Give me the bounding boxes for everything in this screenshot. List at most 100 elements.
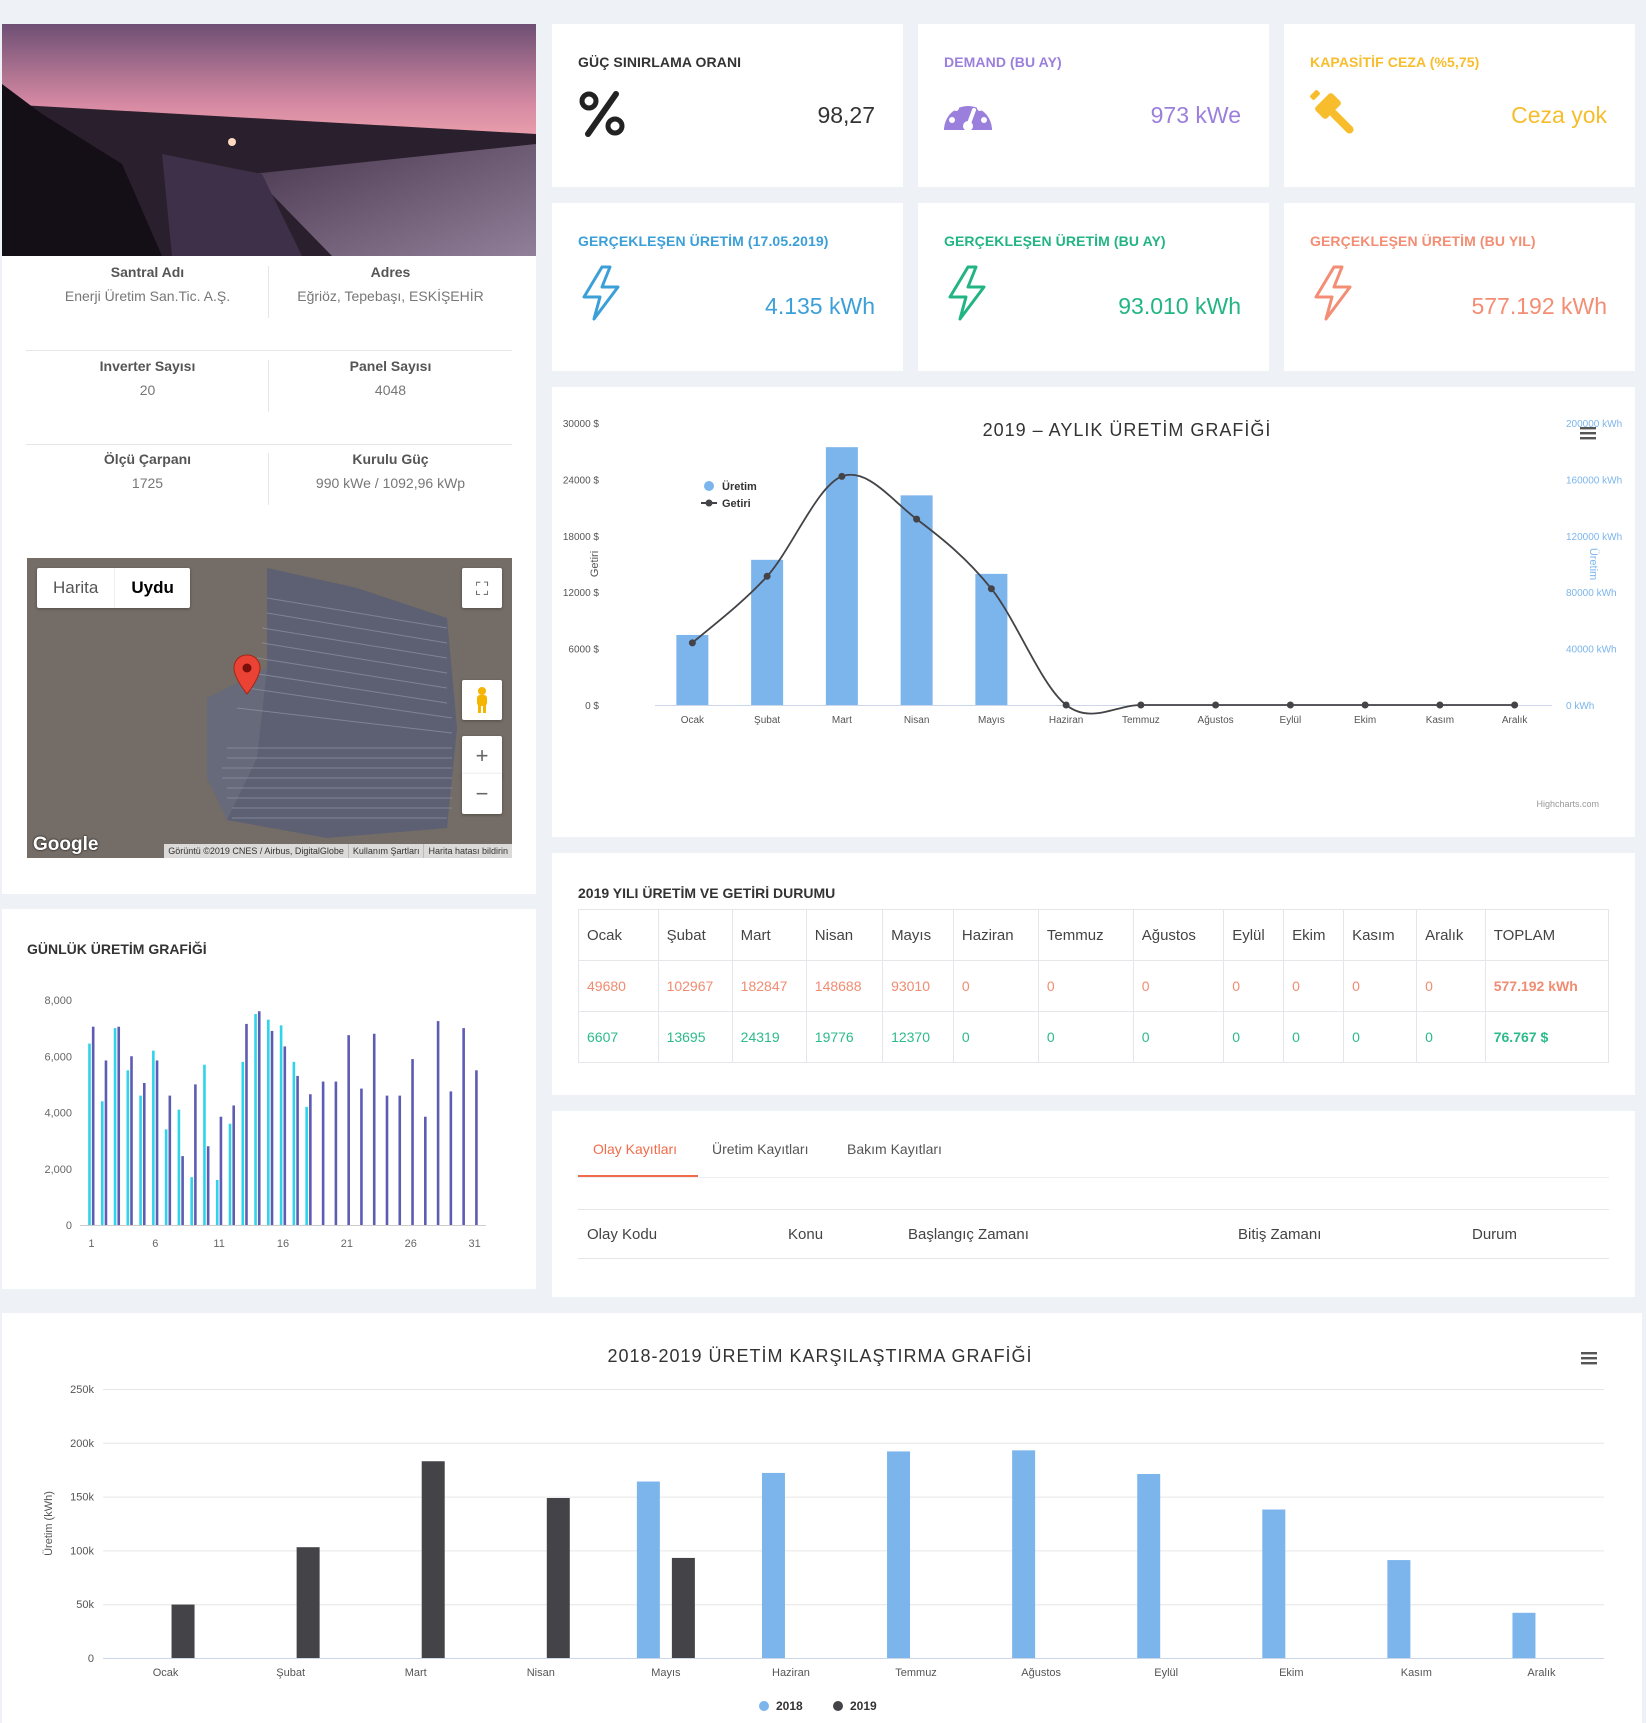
bar-2018[interactable] <box>887 1451 911 1658</box>
monthly-chart-credit[interactable]: Highcharts.com <box>1536 799 1599 809</box>
street-view-button[interactable] <box>462 680 502 720</box>
comparison-chart-title: 2018-2019 ÜRETİM KARŞILAŞTIRMA GRAFİĞİ <box>607 1345 1032 1366</box>
point-getiri[interactable] <box>913 515 921 523</box>
bar-2018[interactable] <box>1262 1509 1286 1658</box>
map-marker-icon[interactable] <box>233 654 261 696</box>
hamburger-icon[interactable] <box>1581 1352 1597 1365</box>
bar-daily-secondary[interactable] <box>219 1116 223 1225</box>
bar-uretim[interactable] <box>825 447 858 705</box>
point-getiri[interactable] <box>1436 701 1444 709</box>
bar-daily-secondary[interactable] <box>347 1035 350 1225</box>
bar-daily-secondary[interactable] <box>296 1075 299 1225</box>
bar-daily-secondary[interactable] <box>283 1046 287 1225</box>
bar-daily-primary[interactable] <box>126 1070 130 1225</box>
bar-daily-primary[interactable] <box>241 1061 245 1225</box>
bar-daily-secondary[interactable] <box>91 1026 95 1225</box>
zoom-in-button[interactable]: + <box>462 736 502 776</box>
bar-daily-secondary[interactable] <box>436 1021 440 1225</box>
bar-daily-secondary[interactable] <box>142 1082 146 1225</box>
point-getiri[interactable] <box>1062 701 1070 709</box>
bar-2019[interactable] <box>421 1461 445 1658</box>
bar-daily-secondary[interactable] <box>321 1081 325 1225</box>
bar-2019[interactable] <box>671 1557 695 1658</box>
bar-2018[interactable] <box>1012 1450 1036 1658</box>
bar-2018[interactable] <box>1512 1612 1536 1658</box>
bar-uretim[interactable] <box>676 634 709 705</box>
bar-2019[interactable] <box>171 1604 195 1658</box>
legend-uretim[interactable]: Üretim <box>722 480 757 493</box>
bar-daily-secondary[interactable] <box>385 1095 389 1225</box>
tab-production-logs[interactable]: Üretim Kayıtları <box>712 1141 809 1157</box>
bar-daily-primary[interactable] <box>228 1123 232 1225</box>
bar-daily-primary[interactable] <box>267 1019 270 1225</box>
point-getiri[interactable] <box>987 585 995 593</box>
bar-uretim[interactable] <box>975 573 1008 705</box>
point-getiri[interactable] <box>1286 701 1294 709</box>
legend-2018[interactable]: 2018 <box>776 1699 803 1713</box>
bar-daily-secondary[interactable] <box>232 1105 236 1225</box>
bar-daily-secondary[interactable] <box>181 1156 184 1225</box>
tab-maintenance-logs[interactable]: Bakım Kayıtları <box>847 1141 942 1157</box>
bar-daily-secondary[interactable] <box>130 1056 133 1225</box>
bar-daily-primary[interactable] <box>279 1025 283 1225</box>
bar-daily-primary[interactable] <box>254 1014 257 1225</box>
bar-daily-secondary[interactable] <box>257 1011 261 1225</box>
bar-daily-secondary[interactable] <box>449 1091 453 1225</box>
bar-daily-primary[interactable] <box>88 1043 91 1225</box>
bar-daily-secondary[interactable] <box>104 1060 108 1225</box>
map-type-map-button[interactable]: Harita <box>53 578 99 597</box>
bar-daily-secondary[interactable] <box>360 1088 363 1225</box>
bar-daily-secondary[interactable] <box>155 1060 159 1225</box>
tab-event-logs[interactable]: Olay Kayıtları <box>593 1141 678 1157</box>
point-getiri[interactable] <box>763 572 771 580</box>
bar-daily-primary[interactable] <box>292 1061 296 1225</box>
bar-daily-secondary[interactable] <box>270 1030 274 1225</box>
bar-daily-primary[interactable] <box>177 1109 181 1225</box>
bar-2019[interactable] <box>546 1498 570 1658</box>
bar-daily-secondary[interactable] <box>398 1095 402 1225</box>
hamburger-icon[interactable] <box>1580 427 1596 440</box>
bar-2019[interactable] <box>296 1547 320 1658</box>
bar-daily-primary[interactable] <box>100 1101 104 1225</box>
bar-daily-secondary[interactable] <box>411 1059 414 1225</box>
bar-2018[interactable] <box>1387 1560 1411 1658</box>
bar-daily-secondary[interactable] <box>245 1023 248 1225</box>
point-getiri[interactable] <box>1137 701 1145 709</box>
point-getiri[interactable] <box>838 472 846 480</box>
bar-daily-secondary[interactable] <box>117 1026 121 1225</box>
bar-daily-primary[interactable] <box>305 1106 308 1225</box>
bar-2018[interactable] <box>636 1481 660 1658</box>
bar-daily-primary[interactable] <box>190 1177 193 1225</box>
report-error-link[interactable]: Harita hatası bildirin <box>423 844 512 858</box>
bar-daily-secondary[interactable] <box>424 1116 427 1225</box>
terms-link[interactable]: Kullanım Şartları <box>347 844 424 858</box>
bar-daily-primary[interactable] <box>203 1064 206 1225</box>
point-getiri[interactable] <box>1511 701 1519 709</box>
bar-2018[interactable] <box>1137 1474 1161 1658</box>
zoom-out-button[interactable]: − <box>462 774 502 814</box>
legend-getiri[interactable]: Getiri <box>722 498 751 510</box>
point-getiri[interactable] <box>1361 701 1369 709</box>
bar-daily-primary[interactable] <box>139 1095 142 1225</box>
map[interactable]: Harita Uydu ⛶ + − Google Görüntü ©2019 C… <box>27 558 512 858</box>
point-getiri[interactable] <box>688 639 696 647</box>
bar-daily-secondary[interactable] <box>334 1081 338 1225</box>
bar-daily-primary[interactable] <box>152 1050 155 1225</box>
bar-2018[interactable] <box>761 1472 785 1658</box>
bar-daily-primary[interactable] <box>164 1129 168 1225</box>
bar-daily-secondary[interactable] <box>206 1146 210 1225</box>
bar-daily-primary[interactable] <box>215 1180 219 1225</box>
bar-daily-secondary[interactable] <box>372 1033 376 1225</box>
bar-daily-secondary[interactable] <box>462 1028 465 1225</box>
bar-uretim[interactable] <box>900 495 933 705</box>
legend-2019[interactable]: 2019 <box>850 1699 877 1713</box>
bar-daily-secondary[interactable] <box>309 1094 312 1225</box>
bar-daily-secondary[interactable] <box>475 1070 478 1225</box>
bar-daily-secondary[interactable] <box>168 1095 172 1225</box>
bar-uretim[interactable] <box>751 559 784 705</box>
fullscreen-button[interactable]: ⛶ <box>462 568 502 608</box>
map-type-satellite-button[interactable]: Uydu <box>114 568 190 608</box>
bar-daily-secondary[interactable] <box>194 1084 197 1225</box>
bar-daily-primary[interactable] <box>113 1028 117 1225</box>
point-getiri[interactable] <box>1212 701 1220 709</box>
